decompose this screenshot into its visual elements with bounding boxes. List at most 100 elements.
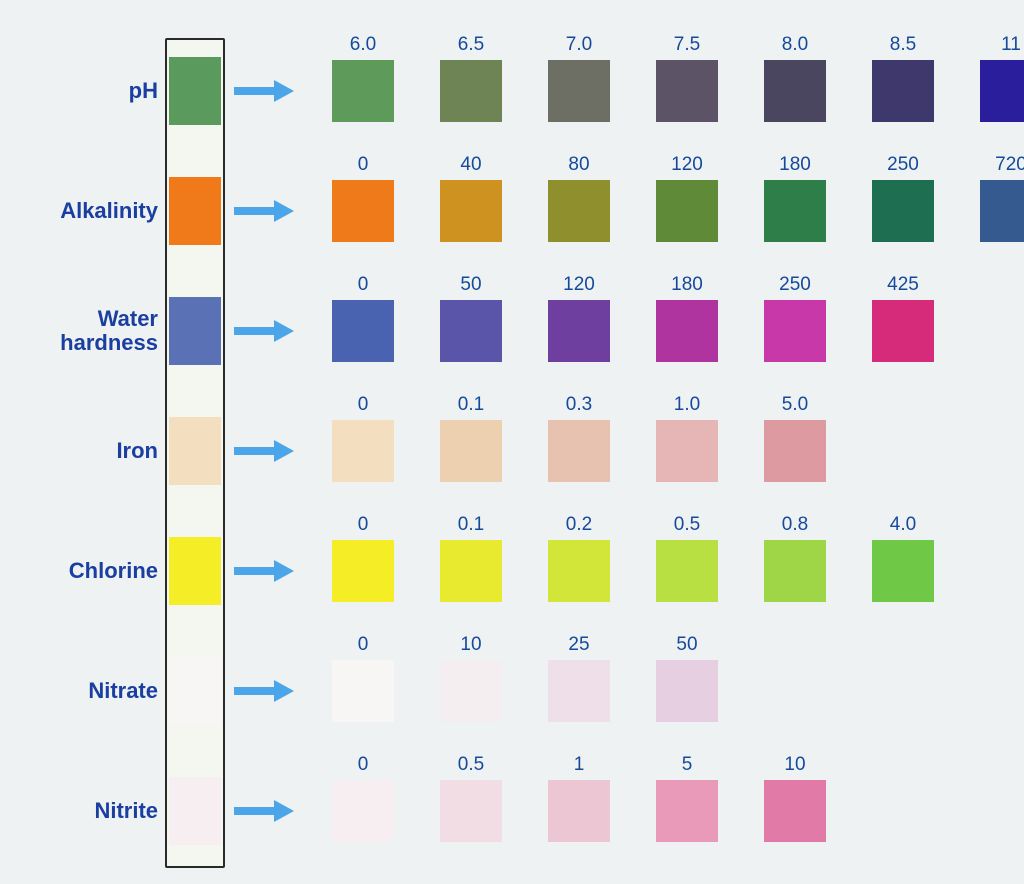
scale-swatch bbox=[764, 300, 826, 362]
scale-swatch bbox=[764, 180, 826, 242]
scale-value: 7.5 bbox=[636, 34, 738, 56]
param-label: Waterhardness bbox=[8, 307, 158, 355]
scale-swatch bbox=[872, 300, 934, 362]
scale-value: 10 bbox=[744, 754, 846, 776]
scale-value: 6.5 bbox=[420, 34, 522, 56]
scale-value: 250 bbox=[744, 274, 846, 296]
scale-swatch bbox=[764, 60, 826, 122]
scale-value: 0.3 bbox=[528, 394, 630, 416]
strip-pad bbox=[169, 177, 221, 245]
scale-swatch bbox=[656, 660, 718, 722]
scale-value: 0.5 bbox=[636, 514, 738, 536]
scale-value: 0 bbox=[312, 274, 414, 296]
scale-value: 0.1 bbox=[420, 514, 522, 536]
scale-swatch bbox=[548, 60, 610, 122]
scale-swatch bbox=[332, 300, 394, 362]
scale-swatch bbox=[332, 60, 394, 122]
strip-pad bbox=[169, 537, 221, 605]
scale-swatch bbox=[440, 780, 502, 842]
scale-value: 0.1 bbox=[420, 394, 522, 416]
scale-value: 120 bbox=[528, 274, 630, 296]
param-label: Chlorine bbox=[8, 559, 158, 583]
scale-value: 720 bbox=[960, 154, 1024, 176]
scale-value: 0 bbox=[312, 634, 414, 656]
scale-swatch bbox=[332, 180, 394, 242]
scale-swatch bbox=[980, 60, 1024, 122]
arrow-icon bbox=[234, 680, 294, 702]
scale-swatch bbox=[332, 420, 394, 482]
param-label: pH bbox=[8, 79, 158, 103]
scale-value: 0 bbox=[312, 154, 414, 176]
scale-value: 180 bbox=[636, 274, 738, 296]
scale-swatch bbox=[872, 180, 934, 242]
scale-swatch bbox=[440, 60, 502, 122]
scale-swatch bbox=[440, 420, 502, 482]
scale-value: 0 bbox=[312, 394, 414, 416]
scale-value: 8.5 bbox=[852, 34, 954, 56]
strip-pad bbox=[169, 777, 221, 845]
param-label: Nitrate bbox=[8, 679, 158, 703]
scale-value: 11 bbox=[960, 34, 1024, 56]
scale-swatch bbox=[440, 180, 502, 242]
scale-value: 8.0 bbox=[744, 34, 846, 56]
scale-swatch bbox=[656, 60, 718, 122]
arrow-icon bbox=[234, 560, 294, 582]
param-label: Nitrite bbox=[8, 799, 158, 823]
arrow-icon bbox=[234, 80, 294, 102]
scale-value: 0.2 bbox=[528, 514, 630, 536]
scale-value: 0.5 bbox=[420, 754, 522, 776]
scale-swatch bbox=[764, 540, 826, 602]
scale-value: 120 bbox=[636, 154, 738, 176]
param-label: Alkalinity bbox=[8, 199, 158, 223]
arrow-icon bbox=[234, 800, 294, 822]
scale-value: 50 bbox=[420, 274, 522, 296]
scale-value: 0 bbox=[312, 514, 414, 536]
scale-swatch bbox=[872, 60, 934, 122]
strip-pad bbox=[169, 57, 221, 125]
scale-swatch bbox=[656, 180, 718, 242]
strip-pad bbox=[169, 657, 221, 725]
scale-value: 4.0 bbox=[852, 514, 954, 536]
strip-pad bbox=[169, 417, 221, 485]
scale-value: 0.8 bbox=[744, 514, 846, 536]
scale-value: 7.0 bbox=[528, 34, 630, 56]
param-label: Iron bbox=[8, 439, 158, 463]
scale-value: 425 bbox=[852, 274, 954, 296]
scale-swatch bbox=[440, 540, 502, 602]
scale-swatch bbox=[440, 300, 502, 362]
scale-value: 5.0 bbox=[744, 394, 846, 416]
scale-swatch bbox=[548, 660, 610, 722]
scale-value: 6.0 bbox=[312, 34, 414, 56]
arrow-icon bbox=[234, 200, 294, 222]
scale-value: 1.0 bbox=[636, 394, 738, 416]
scale-swatch bbox=[548, 780, 610, 842]
scale-value: 50 bbox=[636, 634, 738, 656]
scale-value: 40 bbox=[420, 154, 522, 176]
scale-swatch bbox=[764, 780, 826, 842]
scale-value: 25 bbox=[528, 634, 630, 656]
scale-value: 80 bbox=[528, 154, 630, 176]
scale-value: 1 bbox=[528, 754, 630, 776]
scale-swatch bbox=[548, 540, 610, 602]
scale-swatch bbox=[548, 180, 610, 242]
scale-swatch bbox=[656, 540, 718, 602]
arrow-icon bbox=[234, 320, 294, 342]
arrow-icon bbox=[234, 440, 294, 462]
scale-swatch bbox=[332, 780, 394, 842]
scale-swatch bbox=[764, 420, 826, 482]
scale-swatch bbox=[656, 780, 718, 842]
scale-swatch bbox=[872, 540, 934, 602]
scale-value: 180 bbox=[744, 154, 846, 176]
scale-swatch bbox=[332, 540, 394, 602]
scale-swatch bbox=[656, 420, 718, 482]
scale-value: 10 bbox=[420, 634, 522, 656]
scale-swatch bbox=[332, 660, 394, 722]
scale-value: 250 bbox=[852, 154, 954, 176]
scale-swatch bbox=[548, 420, 610, 482]
scale-swatch bbox=[440, 660, 502, 722]
scale-swatch bbox=[980, 180, 1024, 242]
scale-swatch bbox=[656, 300, 718, 362]
scale-swatch bbox=[548, 300, 610, 362]
strip-pad bbox=[169, 297, 221, 365]
scale-value: 5 bbox=[636, 754, 738, 776]
